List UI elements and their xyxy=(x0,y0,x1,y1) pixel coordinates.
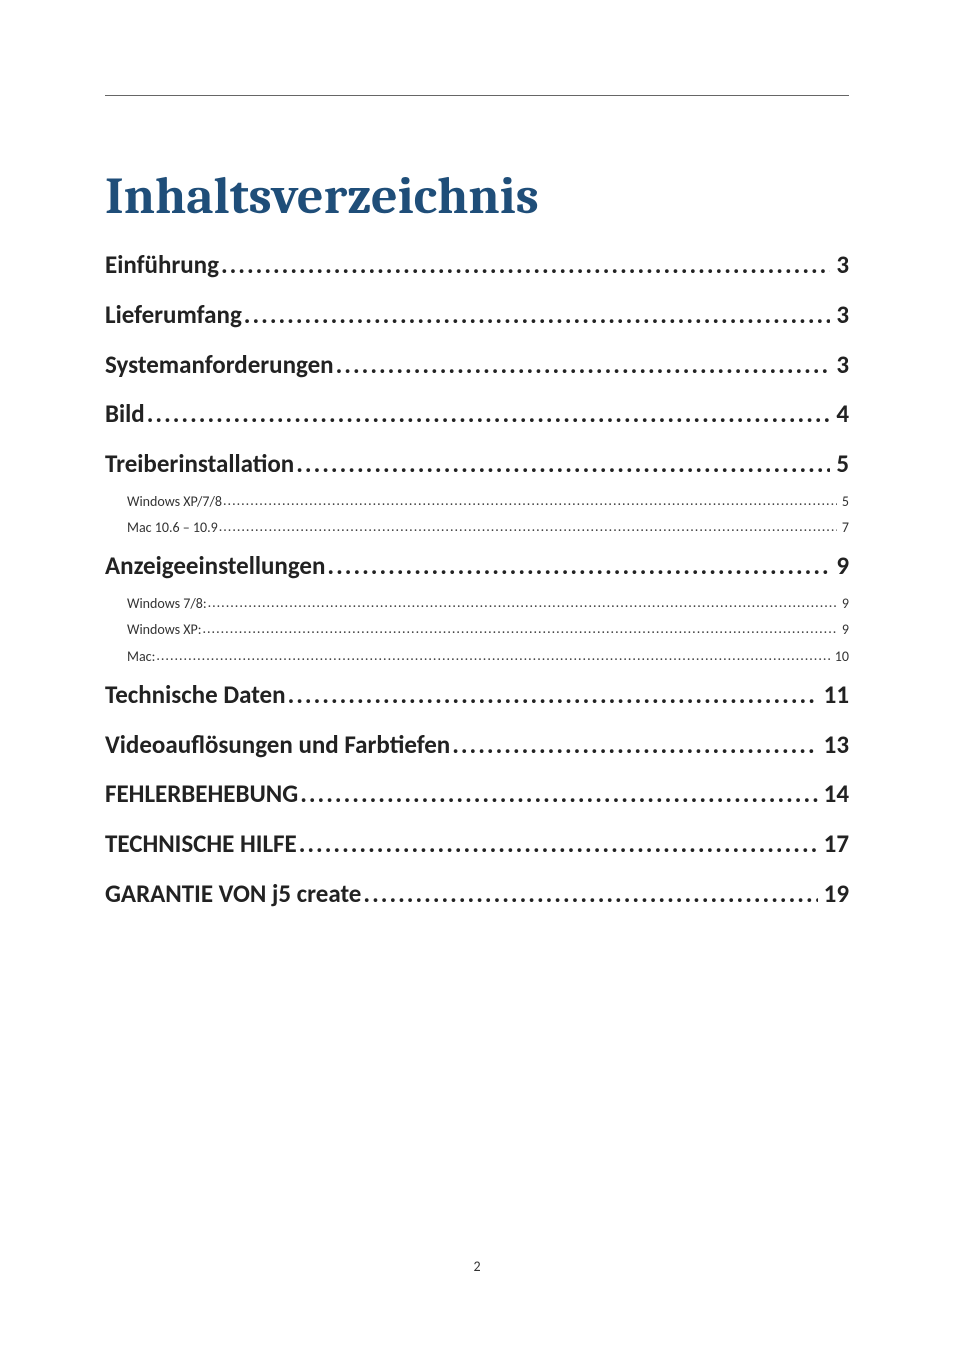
toc-entry: FEHLERBEHEBUNG 14 xyxy=(105,769,849,819)
page-number: 2 xyxy=(0,1258,954,1275)
toc-label: Bild xyxy=(105,397,145,431)
toc-leader xyxy=(288,678,818,712)
toc-entry: Treiberinstallation 5 xyxy=(105,439,849,489)
toc-entry: Systemanforderungen 3 xyxy=(105,340,849,390)
toc-entry: Technische Daten 11 xyxy=(105,670,849,720)
toc-leader xyxy=(223,491,837,511)
toc-entry: TECHNISCHE HILFE 17 xyxy=(105,819,849,869)
toc-page: 11 xyxy=(820,678,849,712)
toc-label: GARANTIE VON j5 create xyxy=(105,877,361,911)
toc-page: 9 xyxy=(838,594,849,614)
toc-page: 3 xyxy=(832,298,849,332)
toc-leader xyxy=(156,646,829,666)
toc-leader xyxy=(296,447,830,481)
top-horizontal-rule xyxy=(105,95,849,96)
toc-label: Windows XP/7/8 xyxy=(127,492,222,512)
toc-leader xyxy=(363,877,817,911)
toc-label: Systemanforderungen xyxy=(105,348,334,382)
toc-page: 13 xyxy=(820,728,849,762)
toc-page: 5 xyxy=(838,492,849,512)
toc-page: 9 xyxy=(838,620,849,640)
toc-leader xyxy=(299,827,818,861)
toc-page: 4 xyxy=(832,397,849,431)
toc-leader xyxy=(336,348,831,382)
toc-entry: GARANTIE VON j5 create 19 xyxy=(105,869,849,919)
toc-entry: Anzeigeeinstellungen 9 xyxy=(105,541,849,591)
toc-subentry: Mac: 10 xyxy=(105,644,849,670)
toc-subentry: Mac 10.6 – 10.9 7 xyxy=(105,515,849,541)
toc-entry: Einführung 3 xyxy=(105,240,849,290)
toc-entry: Videoauflösungen und Farbtiefen 13 xyxy=(105,720,849,770)
toc-leader xyxy=(221,248,830,282)
toc-page: 3 xyxy=(832,248,849,282)
toc-page: 10 xyxy=(831,647,849,667)
document-page: Inhaltsverzeichnis Einführung 3 Lieferum… xyxy=(0,0,954,1350)
toc-label: Videoauflösungen und Farbtiefen xyxy=(105,728,450,762)
toc-page: 14 xyxy=(820,777,849,811)
toc-label: Windows 7/8: xyxy=(127,594,207,614)
toc-label: Anzeigeeinstellungen xyxy=(105,549,325,583)
toc-subentry: Windows 7/8: 9 xyxy=(105,591,849,617)
toc-entry: Bild 4 xyxy=(105,389,849,439)
toc-leader xyxy=(208,593,837,613)
toc-label: Mac: xyxy=(127,647,155,667)
toc-label: Mac 10.6 – 10.9 xyxy=(127,518,218,538)
toc-leader xyxy=(147,397,831,431)
toc-leader xyxy=(300,777,817,811)
toc-title: Inhaltsverzeichnis xyxy=(105,166,849,226)
toc-page: 7 xyxy=(838,518,849,538)
toc-page: 3 xyxy=(832,348,849,382)
toc-subentry: Windows XP: 9 xyxy=(105,617,849,643)
toc-subentry: Windows XP/7/8 5 xyxy=(105,489,849,515)
toc-leader xyxy=(244,298,831,332)
toc-leader xyxy=(327,549,830,583)
toc-page: 5 xyxy=(832,447,849,481)
toc-leader xyxy=(452,728,817,762)
toc-label: Treiberinstallation xyxy=(105,447,294,481)
toc-label: Einführung xyxy=(105,248,219,282)
toc-page: 9 xyxy=(832,549,849,583)
toc-page: 17 xyxy=(820,827,849,861)
toc-label: Windows XP: xyxy=(127,620,201,640)
toc-entry: Lieferumfang 3 xyxy=(105,290,849,340)
toc-label: Technische Daten xyxy=(105,678,286,712)
toc-label: FEHLERBEHEBUNG xyxy=(105,777,298,811)
toc-leader xyxy=(202,619,836,639)
table-of-contents: Einführung 3 Lieferumfang 3 Systemanford… xyxy=(105,240,849,919)
toc-label: Lieferumfang xyxy=(105,298,242,332)
toc-leader xyxy=(219,517,837,537)
toc-label: TECHNISCHE HILFE xyxy=(105,827,297,861)
toc-page: 19 xyxy=(820,877,849,911)
